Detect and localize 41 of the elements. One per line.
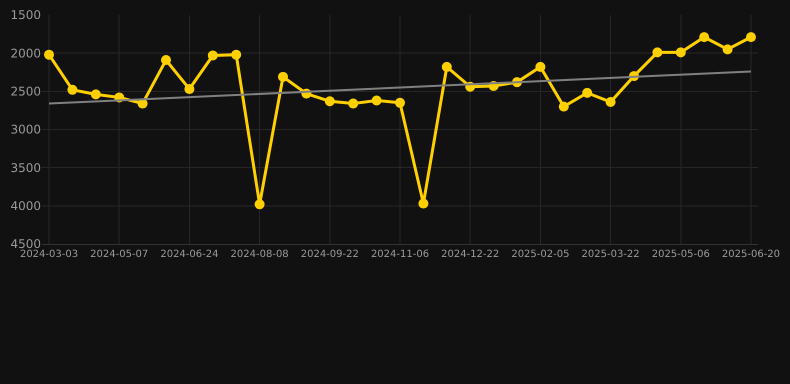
point bbox=[582, 88, 592, 98]
point bbox=[67, 84, 78, 95]
point bbox=[699, 32, 710, 42]
y-tick-label: 2000 bbox=[10, 46, 41, 60]
point bbox=[606, 97, 616, 108]
point bbox=[418, 198, 428, 209]
y-tick-label: 2500 bbox=[10, 84, 41, 99]
point bbox=[278, 72, 288, 82]
x-tick-label: 2024-03-03 bbox=[20, 249, 78, 260]
point bbox=[184, 84, 194, 94]
point bbox=[722, 44, 733, 54]
point bbox=[652, 47, 662, 58]
point bbox=[746, 32, 756, 42]
y-tick-label: 1500 bbox=[10, 8, 41, 22]
x-tick-label: 2024-12-22 bbox=[441, 249, 500, 260]
x-tick-label: 2025-03-22 bbox=[582, 249, 640, 260]
y-tick-label: 3500 bbox=[10, 160, 41, 175]
point bbox=[442, 62, 452, 72]
x-tick-label: 2024-08-08 bbox=[230, 249, 289, 260]
point bbox=[324, 96, 335, 106]
y-tick-label: 3000 bbox=[10, 122, 41, 137]
x-tick-label: 2025-06-20 bbox=[722, 249, 780, 260]
point bbox=[558, 102, 569, 112]
point bbox=[395, 98, 405, 108]
point bbox=[44, 50, 54, 60]
x-tick-label: 2025-02-05 bbox=[511, 249, 570, 260]
x-tick-label: 2024-06-24 bbox=[160, 249, 218, 260]
point bbox=[254, 199, 265, 210]
point bbox=[90, 89, 101, 100]
point bbox=[676, 47, 686, 58]
point bbox=[231, 50, 242, 60]
point bbox=[208, 50, 218, 60]
y-tick-label: 4000 bbox=[10, 199, 41, 214]
point bbox=[348, 98, 358, 109]
point bbox=[535, 62, 546, 72]
point bbox=[372, 95, 382, 106]
x-tick-label: 2025-05-06 bbox=[652, 249, 710, 260]
x-tick-label: 2024-05-07 bbox=[90, 249, 148, 260]
point bbox=[161, 55, 172, 66]
x-tick-label: 2024-09-22 bbox=[300, 249, 359, 260]
x-tick-label: 2024-11-06 bbox=[370, 249, 430, 260]
